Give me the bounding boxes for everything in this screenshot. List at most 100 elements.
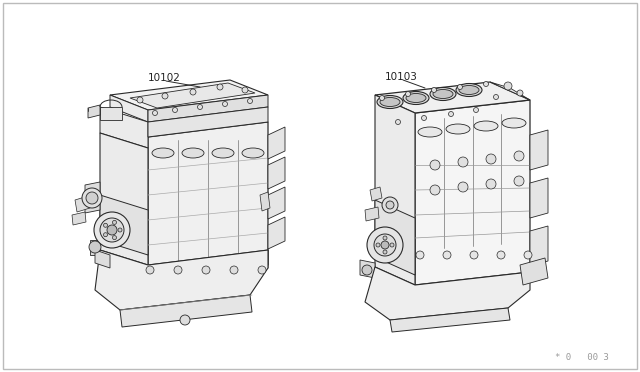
- Polygon shape: [148, 250, 268, 283]
- Polygon shape: [268, 217, 285, 249]
- Circle shape: [113, 235, 116, 240]
- Polygon shape: [520, 258, 548, 285]
- Circle shape: [198, 105, 202, 109]
- Ellipse shape: [474, 121, 498, 131]
- Circle shape: [152, 110, 157, 115]
- Circle shape: [202, 266, 210, 274]
- Polygon shape: [268, 157, 285, 189]
- Circle shape: [100, 218, 124, 242]
- Polygon shape: [75, 196, 90, 212]
- Circle shape: [458, 182, 468, 192]
- Ellipse shape: [456, 83, 482, 96]
- Circle shape: [416, 251, 424, 259]
- Polygon shape: [530, 178, 548, 218]
- Circle shape: [431, 87, 436, 93]
- Polygon shape: [365, 207, 379, 221]
- Circle shape: [367, 227, 403, 263]
- Circle shape: [104, 233, 108, 237]
- Circle shape: [486, 179, 496, 189]
- Circle shape: [493, 94, 499, 99]
- Circle shape: [107, 225, 117, 235]
- Polygon shape: [390, 308, 510, 332]
- Circle shape: [190, 89, 196, 95]
- Circle shape: [390, 243, 394, 247]
- Circle shape: [514, 176, 524, 186]
- Ellipse shape: [430, 87, 456, 100]
- Circle shape: [517, 90, 523, 96]
- Polygon shape: [268, 187, 285, 219]
- Polygon shape: [100, 195, 148, 255]
- Ellipse shape: [377, 96, 403, 109]
- Circle shape: [223, 102, 227, 106]
- Ellipse shape: [403, 92, 429, 105]
- Polygon shape: [268, 127, 285, 159]
- Polygon shape: [95, 250, 110, 268]
- Circle shape: [374, 234, 396, 256]
- Ellipse shape: [502, 118, 526, 128]
- Text: 10102: 10102: [148, 73, 181, 83]
- Circle shape: [173, 108, 177, 112]
- Ellipse shape: [380, 97, 400, 106]
- Polygon shape: [370, 187, 382, 201]
- Circle shape: [430, 185, 440, 195]
- Ellipse shape: [212, 148, 234, 158]
- Circle shape: [449, 112, 454, 116]
- Circle shape: [383, 236, 387, 240]
- Polygon shape: [95, 250, 268, 310]
- Ellipse shape: [152, 148, 174, 158]
- Circle shape: [497, 251, 505, 259]
- Polygon shape: [110, 80, 268, 110]
- Circle shape: [504, 82, 512, 90]
- Circle shape: [118, 228, 122, 232]
- Circle shape: [382, 197, 398, 213]
- Text: * 0   00 3: * 0 00 3: [555, 353, 609, 362]
- Polygon shape: [148, 122, 268, 280]
- Polygon shape: [260, 192, 270, 211]
- Circle shape: [474, 108, 479, 112]
- Circle shape: [524, 251, 532, 259]
- Circle shape: [514, 151, 524, 161]
- Circle shape: [89, 241, 101, 253]
- Polygon shape: [85, 182, 100, 213]
- Polygon shape: [120, 295, 252, 327]
- Polygon shape: [530, 130, 548, 170]
- Polygon shape: [375, 200, 415, 275]
- Circle shape: [217, 84, 223, 90]
- Circle shape: [458, 157, 468, 167]
- Circle shape: [376, 243, 380, 247]
- Polygon shape: [110, 95, 148, 122]
- Circle shape: [386, 201, 394, 209]
- Circle shape: [137, 97, 143, 103]
- Circle shape: [443, 251, 451, 259]
- Ellipse shape: [182, 148, 204, 158]
- Circle shape: [380, 96, 385, 100]
- Circle shape: [162, 93, 168, 99]
- Polygon shape: [88, 105, 100, 118]
- Circle shape: [362, 265, 372, 275]
- Circle shape: [174, 266, 182, 274]
- Circle shape: [180, 315, 190, 325]
- Polygon shape: [90, 240, 100, 255]
- Polygon shape: [415, 100, 530, 285]
- Circle shape: [458, 84, 463, 90]
- Circle shape: [104, 223, 108, 227]
- Ellipse shape: [418, 127, 442, 137]
- Circle shape: [483, 81, 488, 87]
- Circle shape: [486, 154, 496, 164]
- Circle shape: [230, 266, 238, 274]
- Ellipse shape: [459, 86, 479, 94]
- Circle shape: [242, 87, 248, 93]
- Circle shape: [430, 160, 440, 170]
- Circle shape: [248, 99, 253, 103]
- Ellipse shape: [242, 148, 264, 158]
- Circle shape: [381, 241, 389, 249]
- Circle shape: [258, 266, 266, 274]
- Circle shape: [86, 192, 98, 204]
- Circle shape: [396, 119, 401, 125]
- Polygon shape: [365, 267, 530, 320]
- Circle shape: [383, 250, 387, 254]
- Circle shape: [470, 251, 478, 259]
- Polygon shape: [360, 260, 375, 278]
- Polygon shape: [72, 212, 86, 225]
- Circle shape: [406, 92, 410, 96]
